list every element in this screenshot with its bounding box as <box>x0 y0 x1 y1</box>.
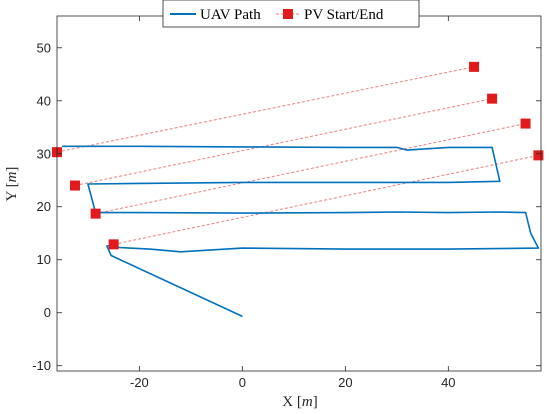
legend-pv-label: PV Start/End <box>304 7 384 23</box>
legend-pv-swatch-marker <box>283 9 293 19</box>
x-tick-label: -20 <box>130 375 149 390</box>
y-tick-label: 10 <box>37 252 51 267</box>
ticks: -20 0 20 40 -10 0 10 20 30 40 50 <box>32 16 541 390</box>
axes <box>56 15 542 372</box>
pv-marker-layer <box>52 61 544 250</box>
x-axis-label: X [m] <box>282 394 317 410</box>
pv-marker-8 <box>533 150 544 161</box>
pv-row-line-1 <box>56 66 475 153</box>
y-tick-label: 0 <box>44 305 51 320</box>
y-tick-label: 20 <box>37 199 51 214</box>
y-axis-label-text: Y [m] <box>4 167 20 202</box>
x-tick-label: 0 <box>239 375 246 390</box>
pv-row-lines <box>56 66 539 245</box>
legend: UAV Path PV Start/End <box>162 0 420 28</box>
pv-marker-4 <box>108 239 119 250</box>
pv-marker-5 <box>469 61 480 72</box>
uav-path-line <box>62 145 540 318</box>
pv-row-line-2 <box>74 98 493 187</box>
pv-marker-7 <box>520 118 531 129</box>
y-tick-label: 50 <box>37 40 51 55</box>
y-tick-label: -10 <box>32 358 51 373</box>
x-tick-label: 40 <box>441 375 455 390</box>
svg-text:Y [m]: Y [m] <box>4 167 20 202</box>
x-tick-label: 20 <box>338 375 352 390</box>
pv-row-line-3 <box>95 123 526 215</box>
uav-path-layer <box>62 145 540 318</box>
y-tick-label: 30 <box>37 146 51 161</box>
pv-marker-3 <box>90 208 101 219</box>
x-axis-label-text: X [m] <box>282 394 317 410</box>
y-axis-label: Y [m] <box>4 167 20 202</box>
pv-marker-2 <box>70 180 81 191</box>
plot-frame <box>56 15 542 372</box>
legend-path-label: UAV Path <box>200 7 261 23</box>
y-tick-label: 40 <box>37 93 51 108</box>
pv-marker-6 <box>487 93 498 104</box>
pv-row-line-4 <box>113 154 539 245</box>
svg-text:X [m]: X [m] <box>282 394 317 410</box>
